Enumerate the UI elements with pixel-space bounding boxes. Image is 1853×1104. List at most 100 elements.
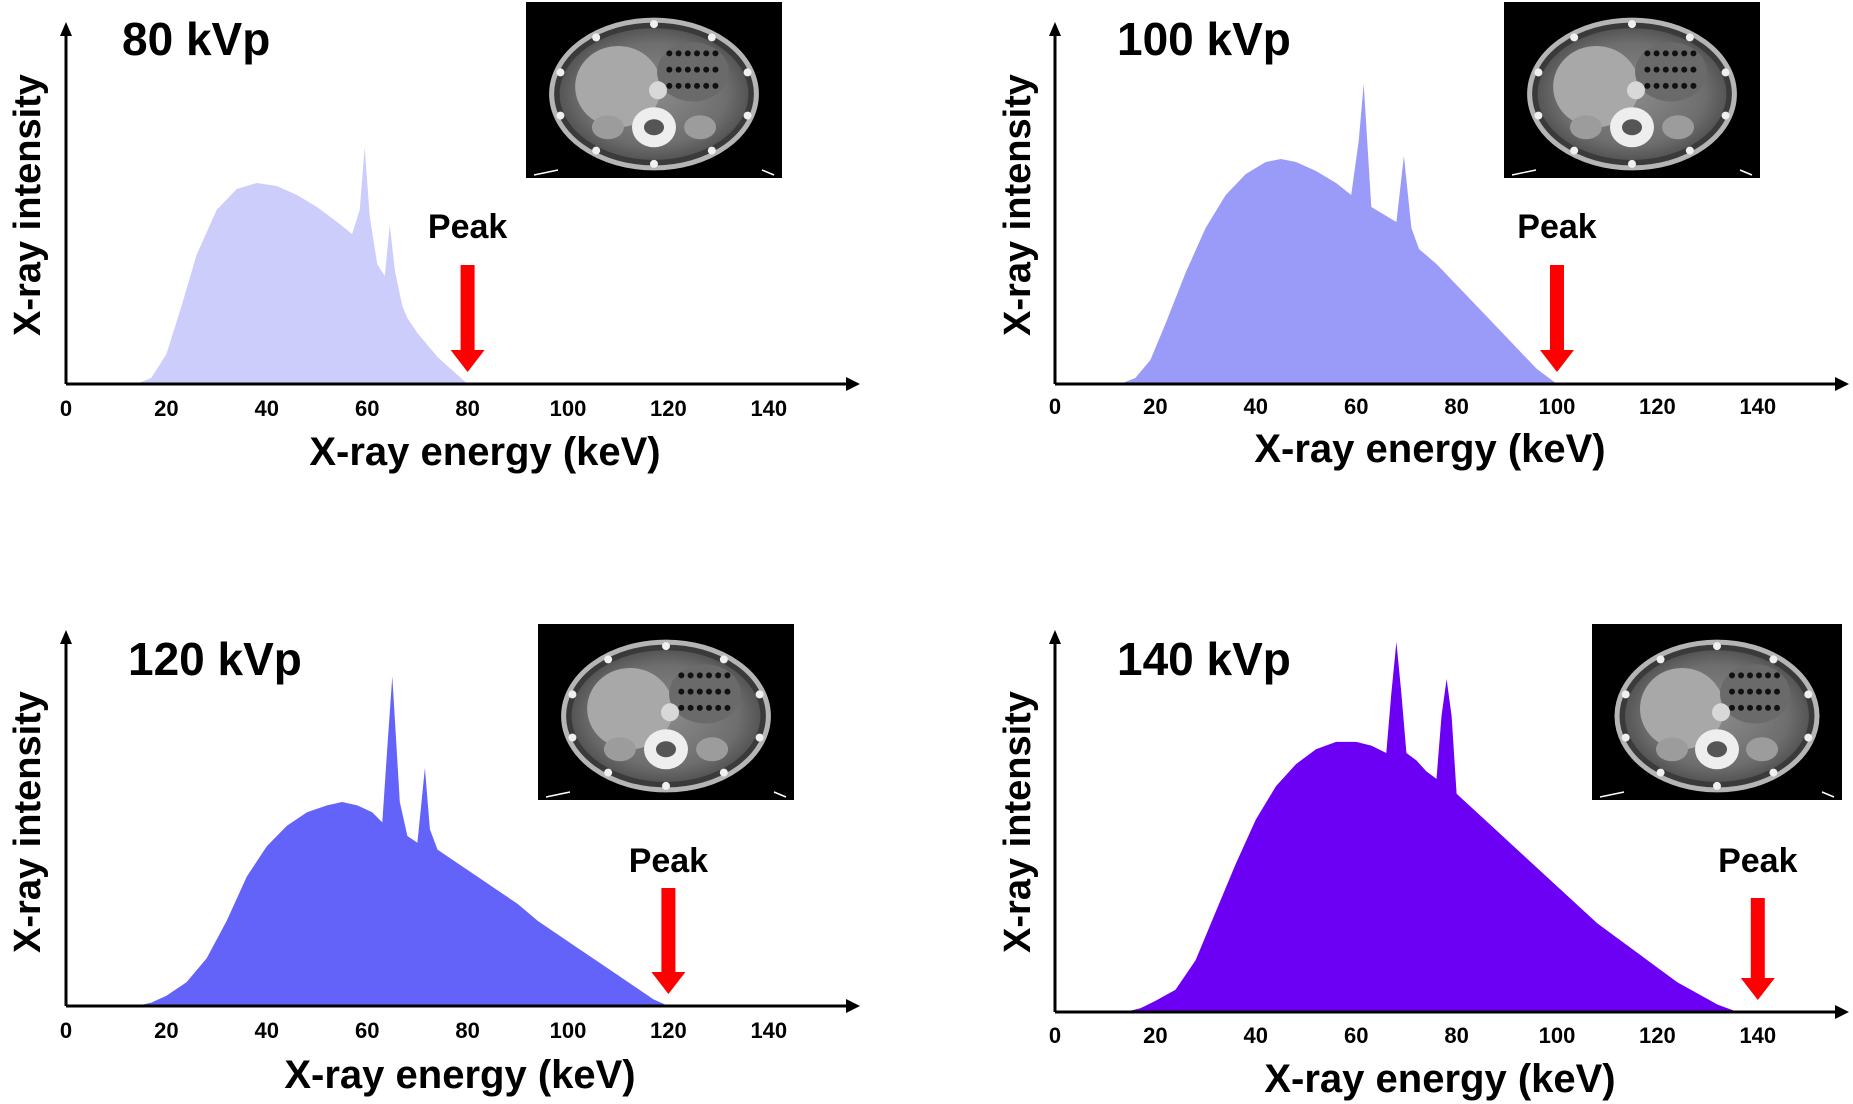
ct-air-pocket [1747, 704, 1753, 711]
ct-air-pocket [703, 66, 710, 73]
ct-air-pocket [1747, 688, 1753, 695]
ct-air-pocket [1653, 66, 1660, 73]
ct-kidney [603, 737, 636, 762]
x-tick-label: 60 [355, 396, 379, 421]
ct-scan-thumbnail [526, 2, 782, 178]
ct-rib [743, 68, 752, 77]
ct-air-pocket [1690, 66, 1697, 73]
ct-kidney [591, 115, 624, 140]
ct-air-pocket [1774, 688, 1780, 695]
ct-rib [650, 159, 658, 168]
spectrum-panel-2: 0 20 40 60 80 100 120 140 100 kVp X-ray energy (k… [997, 2, 1849, 471]
ct-rib [1804, 733, 1813, 742]
chart-title: 100 kVp [1117, 13, 1291, 65]
chart-title: 140 kVp [1117, 633, 1291, 685]
ct-air-pocket [1738, 688, 1744, 695]
ct-air-pocket [1644, 82, 1651, 89]
spectrum-area [136, 147, 468, 384]
ct-aorta [1712, 703, 1730, 722]
x-tick-label: 100 [1539, 394, 1576, 419]
ct-air-pocket [1738, 672, 1744, 679]
peak-arrow-head [1540, 350, 1574, 372]
ct-scan-thumbnail [1592, 624, 1842, 800]
ct-rib [1685, 33, 1694, 42]
x-tick-label: 100 [1539, 1023, 1576, 1048]
spectrum-area [136, 676, 669, 1006]
ct-air-pocket [1672, 50, 1679, 57]
ct-air-pocket [715, 672, 722, 679]
ct-kidney [1656, 737, 1688, 762]
ct-air-pocket [724, 672, 731, 679]
ct-air-pocket [678, 704, 685, 711]
spectrum-panel-4: 0 20 40 60 80 100 120 140 140 kVp X-ray energy (k… [997, 624, 1849, 1101]
peak-annotation: Peak [629, 842, 708, 880]
ct-air-pocket [696, 672, 703, 679]
x-axis-label: X-ray energy (keV) [1264, 1057, 1615, 1101]
ct-rib [650, 20, 658, 29]
chart-title: 120 kVp [128, 633, 302, 685]
ct-rib [592, 33, 601, 42]
ct-air-pocket [703, 50, 710, 57]
x-tick-label: 20 [154, 396, 178, 421]
ct-air-pocket [703, 82, 710, 89]
ct-air-pocket [1765, 672, 1771, 679]
ct-rib [662, 642, 670, 651]
ct-air-pocket [706, 704, 713, 711]
ct-air-pocket [687, 704, 694, 711]
ct-air-pocket [666, 50, 673, 57]
ct-liver [575, 45, 662, 128]
y-axis-label: X-ray intensity [7, 691, 49, 953]
y-axis-arrowhead [60, 630, 72, 644]
ct-kidney [1746, 737, 1778, 762]
ct-air-pocket [1774, 672, 1780, 679]
peak-arrow-shaft [460, 265, 475, 350]
x-tick-label: 120 [650, 396, 687, 421]
peak-annotation: Peak [1718, 842, 1797, 880]
ct-spinal-canal [1622, 119, 1642, 136]
ct-rib [1656, 768, 1665, 777]
ct-aorta [661, 703, 679, 722]
ct-rib [1804, 690, 1813, 699]
x-tick-label: 140 [1739, 394, 1776, 419]
x-tick-label: 120 [1639, 1023, 1676, 1048]
ct-rib [1534, 111, 1543, 120]
x-tick-label: 80 [1444, 1023, 1468, 1048]
y-axis-arrowhead [1049, 630, 1061, 644]
peak-annotation: Peak [428, 208, 507, 246]
ct-air-pocket [684, 66, 691, 73]
ct-stomach [657, 42, 729, 102]
x-axis-arrowhead [846, 999, 860, 1013]
ct-air-pocket [1729, 704, 1735, 711]
ct-stomach [1720, 664, 1790, 724]
ct-air-pocket [696, 704, 703, 711]
y-axis-arrowhead [60, 22, 72, 36]
x-tick-label: 20 [1143, 1023, 1167, 1048]
ct-liver [1553, 45, 1640, 128]
ct-rib [1721, 68, 1730, 77]
ct-air-pocket [1756, 672, 1762, 679]
ct-corner-mark [1511, 169, 1537, 176]
ct-rib [707, 146, 716, 155]
ct-air-pocket [1644, 50, 1651, 57]
ct-air-pocket [1681, 66, 1688, 73]
ct-liver [1640, 667, 1724, 750]
ct-rib [662, 781, 670, 790]
x-axis-arrowhead [1835, 1005, 1849, 1019]
x-tick-label: 80 [455, 396, 479, 421]
y-axis-label: X-ray intensity [997, 74, 1039, 336]
ct-rib [1769, 768, 1778, 777]
ct-corner-mark [533, 169, 559, 176]
ct-rib [1769, 655, 1778, 664]
ct-air-pocket [706, 688, 713, 695]
x-tick-label: 140 [1739, 1023, 1776, 1048]
x-tick-label: 0 [60, 396, 72, 421]
ct-rib [1570, 146, 1579, 155]
ct-corner-mark [1599, 791, 1625, 798]
ct-scan-thumbnail [538, 624, 794, 800]
ct-air-pocket [1662, 82, 1669, 89]
x-axis-label: X-ray energy (keV) [309, 430, 660, 474]
ct-rib [1570, 33, 1579, 42]
ct-air-pocket [694, 82, 701, 89]
x-tick-label: 0 [60, 1018, 72, 1043]
ct-air-pocket [1756, 688, 1762, 695]
